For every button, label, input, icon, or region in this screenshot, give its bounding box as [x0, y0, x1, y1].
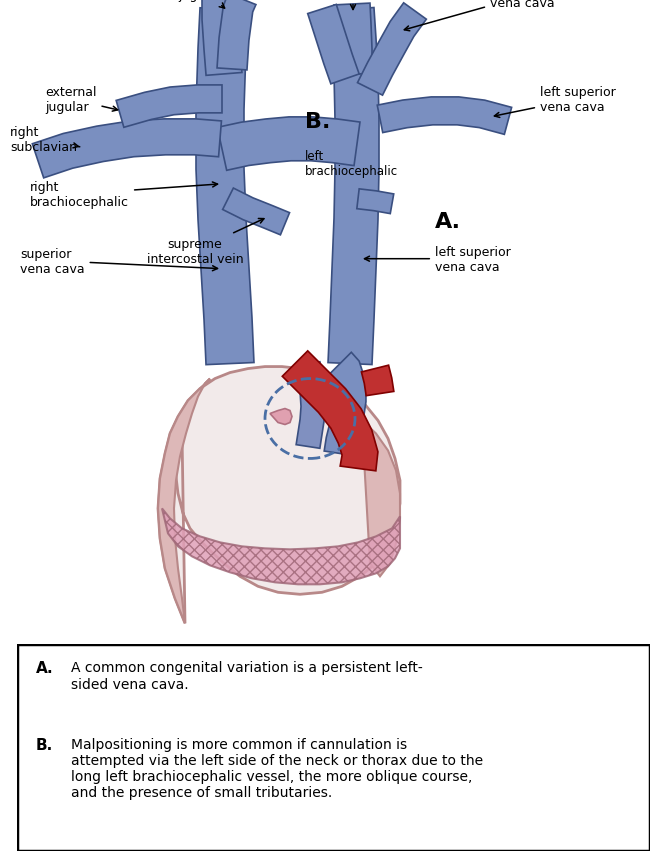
Text: A common congenital variation is a persistent left-
sided vena cava.: A common congenital variation is a persi…: [71, 660, 422, 691]
Polygon shape: [202, 0, 242, 77]
Polygon shape: [162, 509, 400, 585]
Text: A.: A.: [435, 212, 461, 232]
Text: left superior
vena cava: left superior vena cava: [364, 245, 511, 274]
Text: right
brachiocephalic: right brachiocephalic: [30, 181, 217, 208]
Polygon shape: [296, 362, 325, 449]
Polygon shape: [223, 189, 289, 236]
Polygon shape: [334, 4, 372, 75]
Text: supreme
intercostal vein: supreme intercostal vein: [147, 220, 264, 265]
Polygon shape: [217, 0, 256, 71]
Polygon shape: [358, 3, 426, 96]
Text: superior
vena cava: superior vena cava: [20, 247, 217, 276]
Text: A.: A.: [36, 660, 53, 676]
Polygon shape: [196, 9, 254, 365]
Text: B.: B.: [305, 112, 330, 132]
Polygon shape: [217, 118, 360, 171]
Polygon shape: [328, 9, 379, 365]
Polygon shape: [324, 353, 366, 456]
Polygon shape: [378, 98, 512, 135]
Polygon shape: [357, 189, 394, 214]
Text: internal
jugular: internal jugular: [176, 0, 225, 9]
Polygon shape: [270, 409, 292, 425]
Text: left superior
vena cava: left superior vena cava: [494, 86, 616, 118]
Text: Malpositioning is more common if cannulation is
attempted via the left side of t: Malpositioning is more common if cannula…: [71, 737, 483, 800]
Polygon shape: [282, 351, 378, 471]
Text: left superior
vena cava: left superior vena cava: [315, 0, 391, 10]
Polygon shape: [362, 366, 394, 396]
Text: right
subclavian: right subclavian: [10, 126, 80, 153]
Polygon shape: [32, 120, 221, 179]
Polygon shape: [307, 5, 359, 84]
Polygon shape: [158, 367, 400, 623]
Polygon shape: [335, 381, 400, 577]
Text: B.: B.: [36, 737, 53, 752]
Text: left superior
vena cava: left superior vena cava: [404, 0, 566, 32]
Polygon shape: [158, 379, 210, 623]
Text: external
jugular: external jugular: [45, 86, 117, 114]
Polygon shape: [116, 86, 222, 128]
Text: left
brachiocephalic: left brachiocephalic: [305, 150, 398, 177]
